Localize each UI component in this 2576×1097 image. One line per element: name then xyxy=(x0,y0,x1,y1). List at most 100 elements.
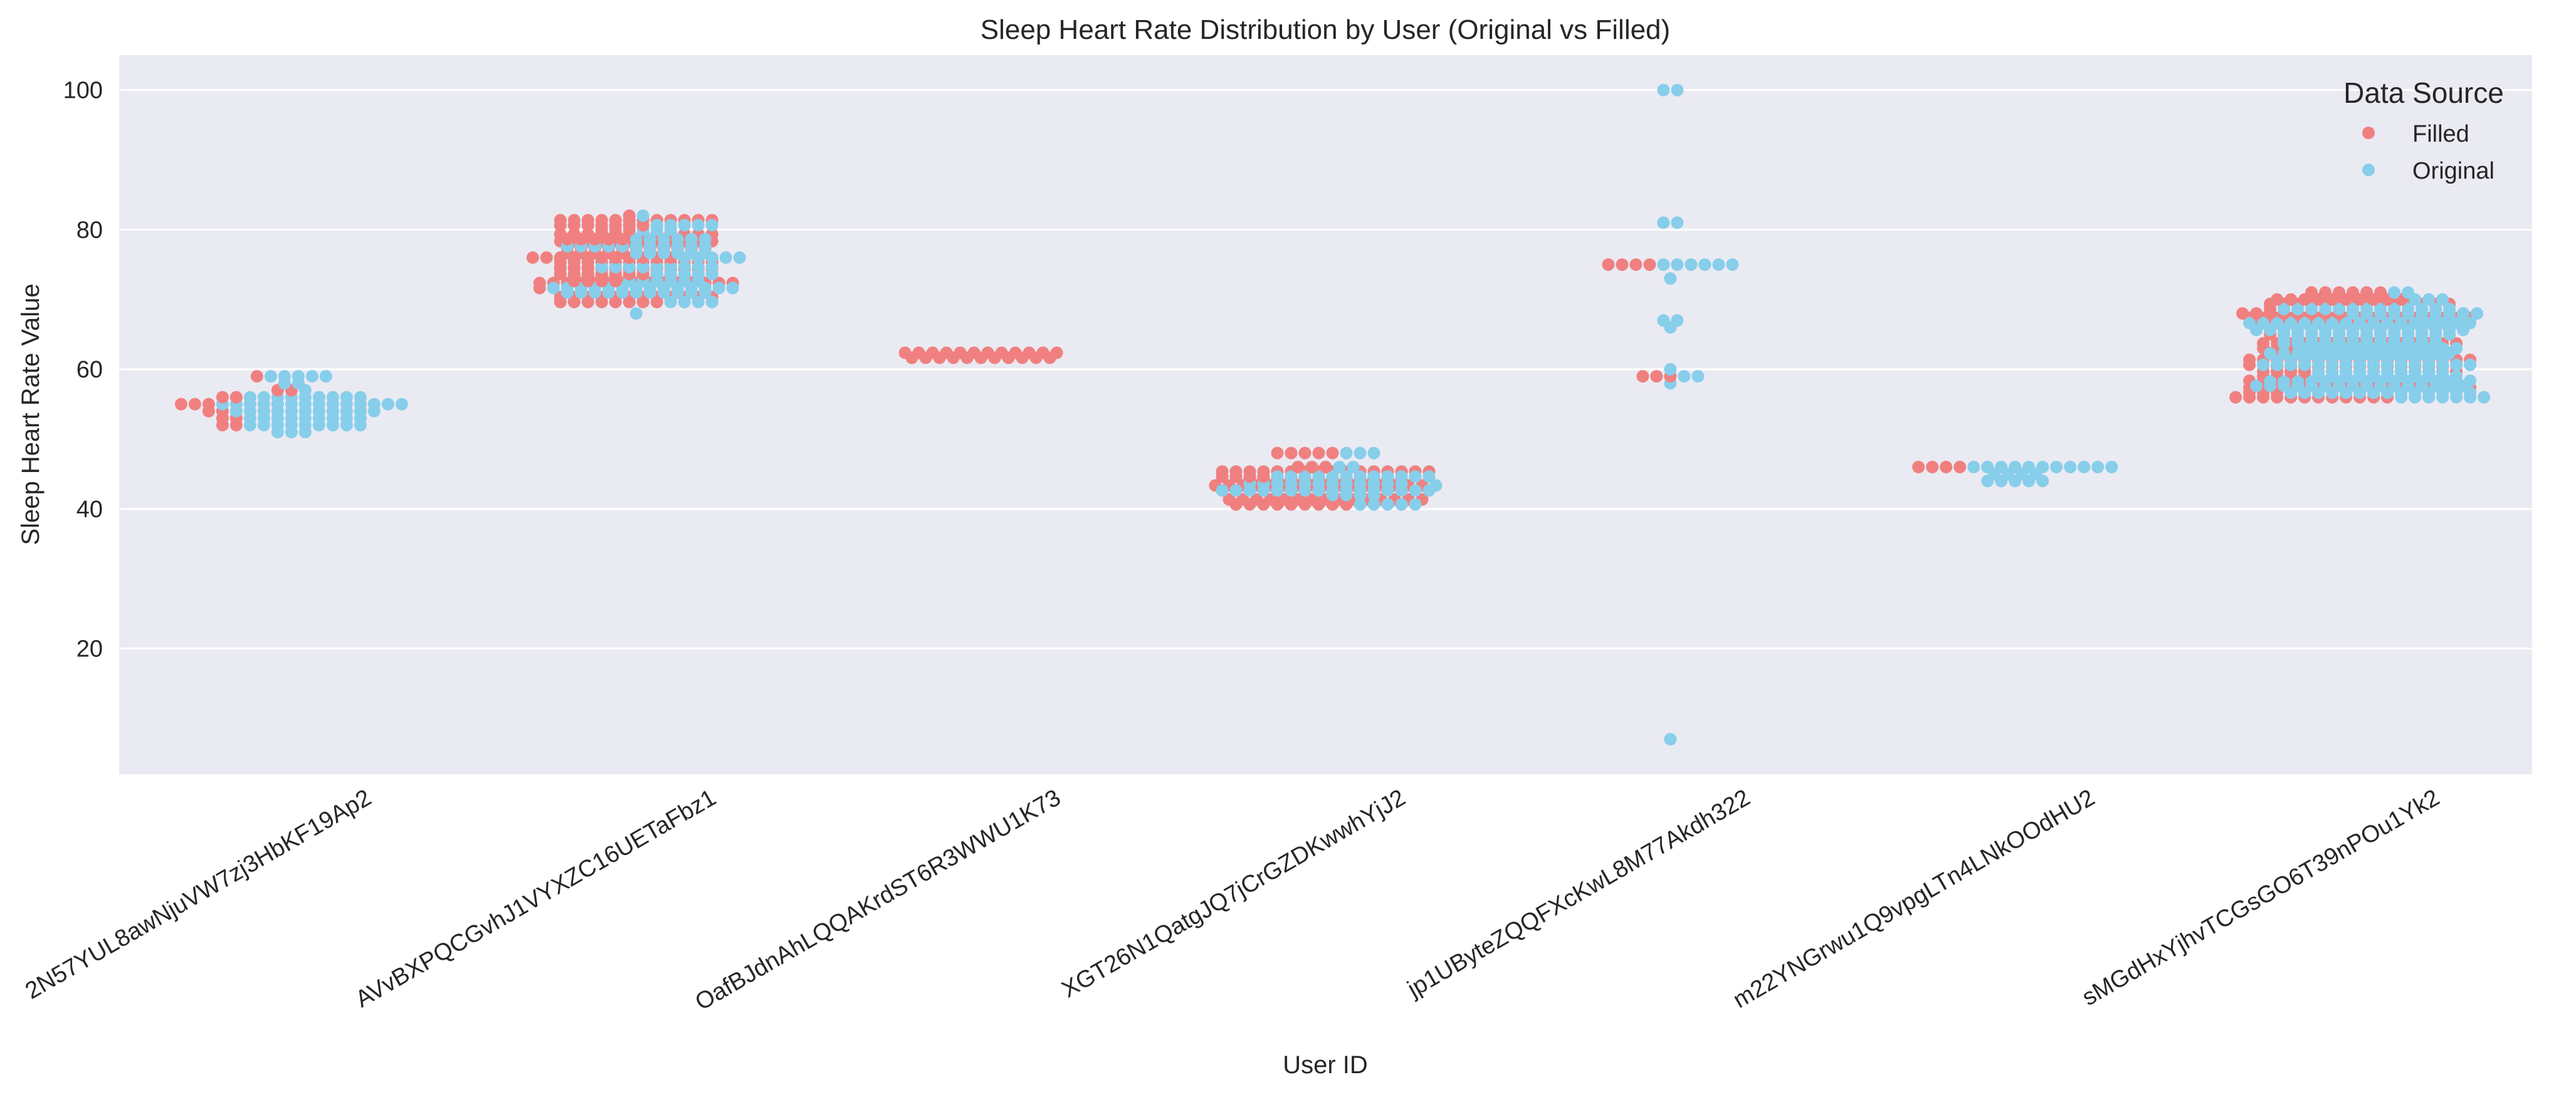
point-original xyxy=(726,281,739,295)
point-original xyxy=(2298,317,2311,330)
point-original xyxy=(2374,302,2387,315)
point-filled xyxy=(988,351,1001,364)
point-original xyxy=(2347,375,2360,388)
point-original xyxy=(2374,347,2387,360)
point-original xyxy=(1367,470,1380,483)
point-filled xyxy=(2374,286,2387,299)
point-original xyxy=(1671,258,1684,271)
point-original xyxy=(650,219,663,232)
y-tick-label: 80 xyxy=(76,217,103,243)
point-filled xyxy=(2305,286,2318,299)
point-original xyxy=(2360,347,2374,360)
point-filled xyxy=(1629,258,1643,271)
point-original xyxy=(2450,359,2463,371)
point-original xyxy=(2374,333,2387,346)
point-original xyxy=(2436,317,2449,330)
point-original xyxy=(2409,317,2422,330)
point-filled xyxy=(1271,446,1284,459)
point-filled xyxy=(2333,286,2346,299)
point-original xyxy=(354,391,367,404)
point-original xyxy=(2319,347,2332,360)
point-original xyxy=(1395,498,1408,511)
point-original xyxy=(312,391,325,404)
point-filled xyxy=(609,219,622,232)
point-original xyxy=(2388,347,2401,360)
point-original xyxy=(1354,470,1367,483)
point-filled xyxy=(1043,351,1056,364)
point-original xyxy=(1664,733,1677,746)
point-original xyxy=(2022,461,2036,473)
point-original xyxy=(1354,446,1367,459)
x-tick-labels: 2N57YUL8awNjuVW7zj3HbKF19Ap2AVvBXPQCGvhJ… xyxy=(21,784,2444,1016)
point-original xyxy=(712,281,725,295)
point-original xyxy=(1664,363,1677,376)
point-original xyxy=(2429,302,2442,315)
point-original xyxy=(2078,461,2091,473)
legend-title: Data Source xyxy=(2343,76,2504,109)
point-filled xyxy=(540,251,553,264)
point-original xyxy=(2471,307,2484,320)
point-filled xyxy=(1002,351,1015,364)
point-filled xyxy=(2236,307,2249,320)
point-original xyxy=(1995,461,2008,473)
point-filled xyxy=(623,295,636,308)
point-original xyxy=(2257,359,2270,371)
point-filled xyxy=(1616,258,1629,271)
point-filled xyxy=(2264,302,2277,315)
point-original xyxy=(243,391,256,404)
point-original xyxy=(636,209,649,223)
point-original xyxy=(705,219,718,232)
point-original xyxy=(1671,314,1684,327)
point-filled xyxy=(2250,307,2263,320)
point-original xyxy=(2050,461,2063,473)
point-original xyxy=(2278,347,2291,360)
point-original xyxy=(664,219,677,232)
x-axis-label: User ID xyxy=(1283,1051,1368,1079)
point-original xyxy=(2291,333,2305,346)
point-filled xyxy=(616,233,629,246)
point-original xyxy=(685,233,698,246)
point-original xyxy=(2064,461,2077,473)
point-filled xyxy=(1340,498,1353,511)
point-filled xyxy=(1229,470,1243,483)
grid-layer xyxy=(119,89,2532,650)
point-original xyxy=(1312,470,1325,483)
point-filled xyxy=(554,295,567,308)
point-original xyxy=(2347,347,2360,360)
point-original xyxy=(2381,317,2394,330)
point-original xyxy=(629,307,643,320)
point-filled xyxy=(1243,498,1256,511)
point-original xyxy=(1698,258,1711,271)
point-original xyxy=(2367,317,2380,330)
point-filled xyxy=(1285,446,1298,459)
plot-background xyxy=(119,55,2532,774)
point-original xyxy=(1409,498,1422,511)
point-filled xyxy=(636,295,649,308)
point-filled xyxy=(1650,370,1663,383)
point-original xyxy=(733,251,746,264)
point-original xyxy=(2388,302,2401,315)
point-original xyxy=(1409,484,1422,497)
point-filled xyxy=(609,295,622,308)
x-tick-label: sMGdHxYjhvTCGsGO6T39nPOu1Yk2 xyxy=(2078,784,2444,1011)
point-original xyxy=(636,261,649,274)
point-original xyxy=(1967,461,1980,473)
point-original xyxy=(1657,314,1670,327)
point-original xyxy=(1340,446,1353,459)
point-filled xyxy=(574,233,587,246)
point-original xyxy=(2360,375,2374,388)
point-original xyxy=(1657,216,1670,229)
point-filled xyxy=(1912,461,1925,473)
point-original xyxy=(691,295,705,308)
point-filled xyxy=(581,219,594,232)
point-original xyxy=(2395,317,2408,330)
point-original xyxy=(1726,258,1739,271)
legend: Data Source Filled Original xyxy=(2343,76,2504,184)
point-filled xyxy=(650,295,663,308)
point-filled xyxy=(1243,470,1256,483)
x-tick-label: OafBJdnAhLQQAKrdST6R3WWU1K73 xyxy=(691,784,1065,1016)
point-original xyxy=(609,261,622,274)
point-original xyxy=(2271,317,2284,330)
point-original xyxy=(2305,302,2318,315)
